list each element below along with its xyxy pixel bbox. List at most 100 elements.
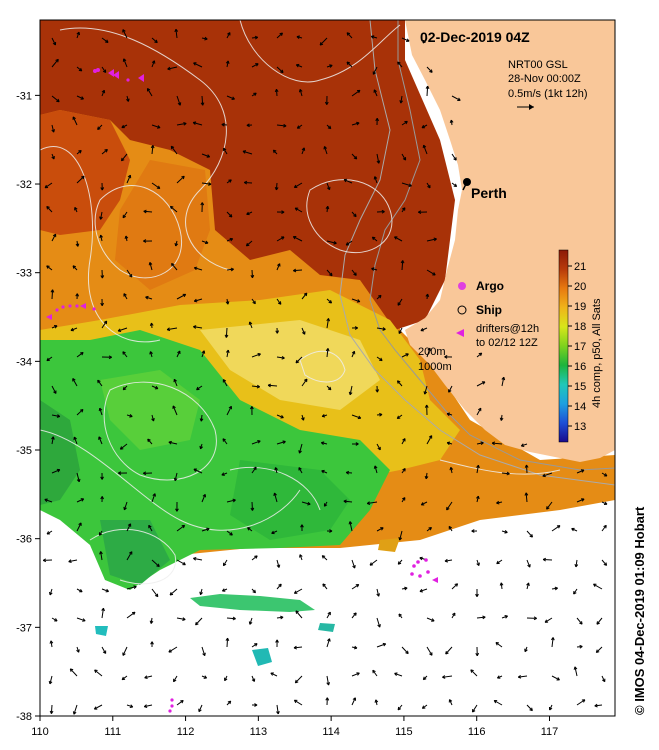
current-arrow-head [174, 28, 179, 33]
current-arrow-head [397, 561, 402, 565]
current-arrow-head [181, 524, 186, 529]
current-arrow [144, 704, 153, 708]
legend-argo: Argo [476, 279, 504, 293]
current-arrow [276, 124, 287, 127]
current-arrow-head [72, 265, 77, 269]
current-arrow-head [143, 239, 147, 243]
current-arrow [593, 583, 603, 590]
current-arrow [575, 559, 578, 568]
colorbar-tick-label: 16 [574, 361, 586, 373]
current-arrow [176, 175, 185, 184]
current-arrow [476, 465, 479, 474]
current-arrow-head [299, 554, 303, 558]
current-arrow-head [374, 699, 379, 703]
current-arrow-head [419, 556, 423, 561]
current-arrow-head [353, 213, 357, 218]
current-arrow [117, 327, 128, 332]
current-arrow-head [603, 524, 607, 529]
colorbar-tick-label: 15 [574, 381, 586, 393]
current-arrow [72, 116, 78, 126]
current-arrow-head [346, 61, 351, 66]
current-arrow-head [46, 205, 50, 210]
current-arrow-head [175, 508, 179, 512]
current-arrow-head [442, 675, 446, 679]
current-arrow [176, 350, 181, 358]
colorbar-tick-label: 19 [574, 301, 586, 313]
current-arrow-head [69, 668, 74, 672]
current-arrow [495, 642, 503, 648]
current-arrow [301, 147, 305, 155]
current-arrow [201, 350, 205, 358]
current-arrow-head [128, 274, 133, 278]
current-arrow [51, 37, 56, 46]
current-arrow-head [206, 527, 210, 532]
current-arrow-head [321, 555, 326, 559]
current-arrow [251, 440, 261, 445]
current-arrow-head [527, 564, 531, 568]
current-arrow [294, 675, 303, 684]
current-arrow-head [227, 32, 231, 36]
current-arrow-head [242, 150, 247, 154]
current-arrow [76, 522, 82, 532]
current-arrow [351, 269, 357, 276]
current-arrow-head [271, 530, 275, 535]
current-arrow-head [250, 507, 255, 511]
current-arrow [251, 555, 258, 561]
current-arrow [293, 236, 303, 242]
current-arrow-head [556, 677, 560, 681]
current-arrow [97, 124, 103, 130]
current-arrow [151, 493, 156, 503]
current-arrow [76, 498, 84, 503]
current-arrow-head [230, 267, 234, 272]
current-arrow-head [282, 440, 286, 444]
current-arrow [351, 559, 356, 569]
current-arrow [193, 62, 203, 68]
current-arrow [270, 672, 278, 677]
current-arrow-head [603, 501, 608, 505]
current-arrow [374, 176, 378, 184]
current-arrow-head [182, 293, 187, 298]
current-arrow [326, 675, 330, 686]
current-arrow [276, 66, 284, 73]
current-arrow [276, 440, 286, 445]
current-arrow-head [420, 502, 425, 506]
colorbar-tick-label: 20 [574, 281, 586, 293]
current-arrow [195, 617, 203, 626]
current-arrow-head [44, 184, 49, 189]
current-arrow [226, 211, 233, 218]
current-arrow-head [49, 710, 54, 714]
current-arrow [122, 211, 128, 219]
current-arrow-head [325, 697, 330, 701]
current-arrow-head [152, 493, 156, 497]
current-arrow-head [321, 413, 326, 418]
current-arrow-head [193, 62, 197, 66]
current-arrow-head [369, 562, 374, 566]
colorbar-tick-label: 14 [574, 401, 586, 413]
current-arrow-head [123, 293, 127, 297]
current-arrow-head [248, 321, 253, 325]
current-arrow-head [345, 242, 350, 246]
current-arrow [273, 492, 278, 503]
current-arrow [251, 63, 259, 68]
current-arrow-head [478, 352, 483, 357]
current-arrow [326, 269, 333, 277]
current-arrow-head [471, 709, 476, 713]
current-arrow-head [173, 477, 178, 482]
current-arrow [147, 438, 153, 445]
current-arrow-head [51, 436, 55, 440]
current-arrow [397, 298, 403, 306]
current-arrow-head [257, 440, 261, 444]
current-arrow-head [250, 406, 254, 410]
current-arrow [226, 406, 232, 416]
current-arrow-head [276, 564, 281, 568]
current-arrow-head [70, 327, 74, 332]
current-arrow-head [252, 589, 256, 594]
legend-drifters-2: to 02/12 12Z [476, 337, 538, 349]
current-arrow [145, 296, 153, 300]
y-tick-label: -33 [16, 268, 32, 280]
current-arrow-head [146, 87, 151, 92]
current-arrow-head [167, 66, 171, 71]
current-arrow [51, 233, 57, 242]
current-arrow-head [254, 703, 258, 707]
current-arrow-head [221, 588, 226, 592]
